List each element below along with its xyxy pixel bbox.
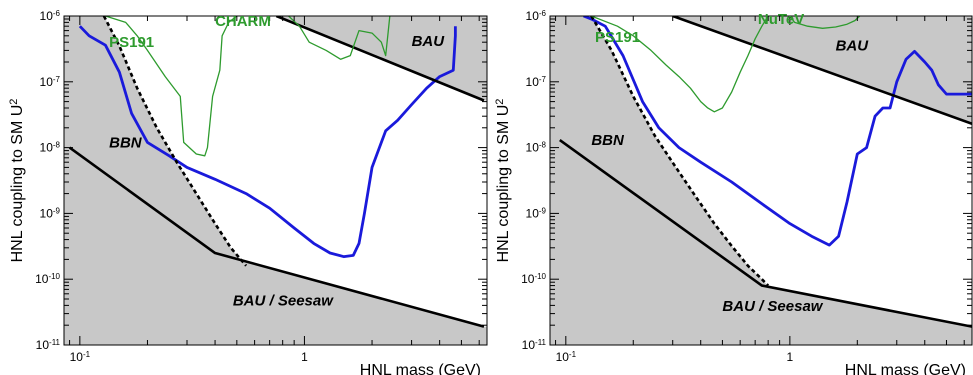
region-annotation: BAU / Seesaw bbox=[233, 292, 334, 309]
y-tick-label: 10-6 bbox=[40, 9, 61, 23]
region-annotation: BBN bbox=[109, 135, 143, 152]
plot-frame bbox=[549, 15, 973, 346]
y-tick-label: 10-11 bbox=[522, 338, 547, 352]
y-tick-label: 10-9 bbox=[40, 206, 61, 220]
region-annotation: BAU bbox=[412, 33, 446, 50]
y-axis-label: HNL coupling to SM U2 bbox=[8, 99, 26, 263]
experiment-exclusion-line bbox=[789, 16, 861, 29]
plot-frame bbox=[63, 15, 488, 346]
bau-bound-line bbox=[672, 16, 972, 126]
region-annotation: PS191 bbox=[109, 34, 154, 51]
y-axis-label: HNL coupling to SM U2 bbox=[494, 99, 512, 263]
experiment-exclusion-line bbox=[591, 16, 769, 113]
y-tick-label: 10-9 bbox=[526, 206, 547, 220]
y-tick-label: 10-7 bbox=[526, 75, 547, 89]
x-tick-label: 10-1 bbox=[70, 350, 91, 364]
y-tick-label: 10-10 bbox=[521, 272, 546, 286]
x-axis-label: HNL mass (GeV) bbox=[845, 362, 966, 375]
seesaw-excluded-region bbox=[64, 147, 487, 345]
y-tick-label: 10-6 bbox=[526, 9, 547, 23]
region-annotation: PS191 bbox=[595, 29, 640, 46]
y-tick-label: 10-10 bbox=[35, 272, 60, 286]
region-annotation: CHARM bbox=[215, 13, 271, 30]
experiment-exclusion-line bbox=[288, 16, 391, 60]
bau-bound-line bbox=[68, 146, 485, 328]
region-annotation: NuTeV bbox=[758, 11, 804, 28]
bau-bound-line bbox=[275, 16, 485, 102]
experiment-exclusion-line bbox=[105, 16, 238, 157]
x-tick-label: 10-1 bbox=[556, 350, 577, 364]
bbn-bound-line bbox=[590, 16, 770, 287]
y-tick-label: 10-8 bbox=[526, 141, 547, 155]
region-annotation: BBN bbox=[591, 132, 625, 149]
region-annotation: BAU / Seesaw bbox=[722, 298, 823, 315]
bau-bound-line bbox=[559, 139, 972, 328]
x-tick-label: 1 bbox=[301, 350, 308, 364]
sensitivity-curve bbox=[78, 25, 457, 259]
seesaw-excluded-region bbox=[550, 140, 972, 345]
x-tick-label: 1 bbox=[787, 350, 794, 364]
region-annotation: BAU bbox=[836, 37, 870, 54]
x-axis-label: HNL mass (GeV) bbox=[360, 362, 481, 375]
y-tick-label: 10-7 bbox=[40, 75, 61, 89]
y-tick-label: 10-11 bbox=[36, 338, 61, 352]
y-tick-label: 10-8 bbox=[40, 141, 61, 155]
bbn-bound-line bbox=[102, 16, 248, 267]
sensitivity-curve bbox=[583, 16, 972, 247]
